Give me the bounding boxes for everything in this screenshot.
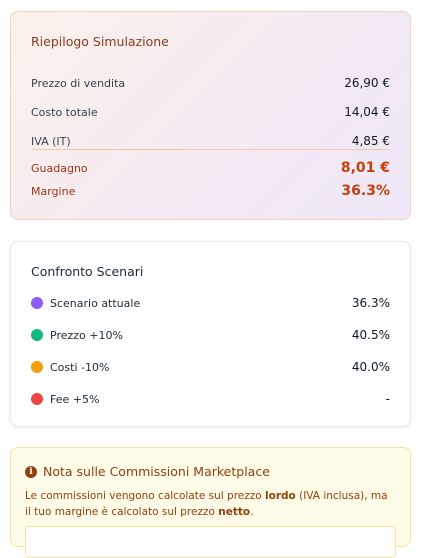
scenario-color-dot	[31, 297, 43, 309]
scenario-margin: 36.3%	[351, 296, 390, 310]
scenario-color-dot	[31, 329, 43, 341]
scenario-color-dot	[31, 361, 43, 373]
note-text: (IVA inclusa), ma il tuo margine è calco…	[25, 490, 388, 518]
note-header: i Nota sulle Commissioni Marketplace	[25, 464, 270, 479]
scenario-color-dot	[31, 393, 43, 405]
vat-label: IVA (IT)	[31, 134, 71, 148]
note-body: Le commissioni vengono calcolate sul pre…	[25, 488, 396, 520]
summary-row-price: Prezzo di vendita 26,90 €	[31, 74, 390, 92]
scenario-row: Costi -10% 40.0%	[31, 358, 390, 376]
scenario-name: Scenario attuale	[50, 296, 141, 310]
note-inner-box	[25, 526, 396, 558]
margin-value: 36.3%	[341, 183, 390, 199]
price-label: Prezzo di vendita	[31, 76, 126, 90]
vat-value: 4,85 €	[351, 134, 390, 148]
scenario-name: Prezzo +10%	[50, 328, 123, 342]
summary-title: Riepilogo Simulazione	[31, 34, 169, 49]
marketplace-fee-note: i Nota sulle Commissioni Marketplace Le …	[10, 447, 411, 558]
price-value: 26,90 €	[344, 76, 390, 90]
summary-card: Riepilogo Simulazione Prezzo di vendita …	[10, 11, 411, 220]
note-bold-gross: lordo	[265, 490, 296, 502]
margin-label: Margine	[31, 184, 76, 198]
info-icon: i	[25, 465, 37, 478]
scenario-margin: 40.0%	[351, 360, 390, 374]
scenarios-card: Confronto Scenari Scenario attuale 36.3%…	[10, 241, 411, 427]
total-cost-label: Costo totale	[31, 105, 98, 119]
total-cost-value: 14,04 €	[344, 105, 390, 119]
note-title: Nota sulle Commissioni Marketplace	[43, 464, 270, 479]
scenario-row: Scenario attuale 36.3%	[31, 294, 390, 312]
scenarios-title: Confronto Scenari	[31, 264, 144, 279]
note-bold-net: netto	[218, 506, 251, 518]
profit-value: 8,01 €	[340, 160, 390, 176]
note-text: Le commissioni vengono calcolate sul pre…	[25, 490, 266, 502]
scenario-name: Costi -10%	[50, 360, 110, 374]
summary-row-profit: Guadagno 8,01 €	[31, 159, 390, 177]
scenario-row: Fee +5% -	[31, 390, 390, 408]
summary-divider	[31, 149, 390, 150]
note-text: .	[250, 506, 254, 518]
summary-row-total-cost: Costo totale 14,04 €	[31, 103, 390, 121]
scenario-margin: -	[385, 392, 390, 406]
profit-label: Guadagno	[31, 161, 88, 175]
scenario-row: Prezzo +10% 40.5%	[31, 326, 390, 344]
summary-row-margin: Margine 36.3%	[31, 182, 390, 200]
summary-row-vat: IVA (IT) 4,85 €	[31, 132, 390, 150]
scenario-name: Fee +5%	[50, 392, 100, 406]
scenario-margin: 40.5%	[351, 328, 390, 342]
